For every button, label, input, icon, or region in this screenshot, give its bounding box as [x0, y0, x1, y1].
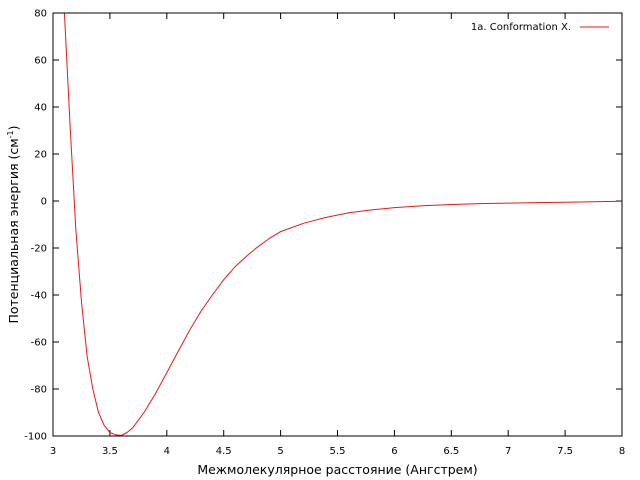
x-tick-label: 6.5	[443, 446, 459, 457]
y-tick-label: 0	[41, 197, 47, 208]
x-axis-title: Межмолекулярное расстояние (Ангстрем)	[197, 462, 477, 477]
y-tick-label: -60	[31, 338, 47, 349]
plot-frame	[52, 12, 623, 437]
x-tick-label: 5.5	[330, 446, 346, 457]
y-tick-label: 80	[34, 9, 47, 20]
x-tick-label: 8	[619, 446, 625, 457]
x-tick-label: 4.5	[216, 446, 232, 457]
x-tick-label: 6	[391, 446, 397, 457]
series-layer	[63, 12, 623, 436]
y-tick-label: -80	[31, 385, 47, 396]
legend: 1a. Conformation X.	[471, 22, 609, 33]
x-tick-label: 4	[164, 446, 170, 457]
y-tick-label: -40	[31, 291, 47, 302]
y-tick-label: -100	[24, 432, 47, 443]
x-axis-ticks: 3 3.5 4 4.5 5 5.5 6 6.5 7 7.5 8	[50, 13, 625, 457]
y-axis-title-close: )	[6, 125, 21, 130]
series-line	[63, 12, 623, 436]
x-tick-label: 7	[505, 446, 511, 457]
y-tick-label: 40	[34, 103, 47, 114]
y-axis-title-main: Потенциальная энергия (см	[6, 138, 21, 323]
y-axis-title: Потенциальная энергия (см-1)	[6, 125, 21, 323]
y-tick-label: 20	[34, 150, 47, 161]
y-axis-ticks: -100 -80 -60 -40 -20 0 20 40 60 80	[24, 9, 622, 443]
y-tick-label: 60	[34, 56, 47, 67]
x-tick-label: 3	[50, 446, 56, 457]
y-tick-label: -20	[31, 244, 47, 255]
x-tick-label: 3.5	[102, 446, 118, 457]
x-tick-label: 7.5	[557, 446, 573, 457]
x-tick-label: 5	[277, 446, 283, 457]
legend-series-label: 1a. Conformation X.	[471, 22, 571, 33]
y-axis-title-superscript: -1	[6, 130, 15, 138]
